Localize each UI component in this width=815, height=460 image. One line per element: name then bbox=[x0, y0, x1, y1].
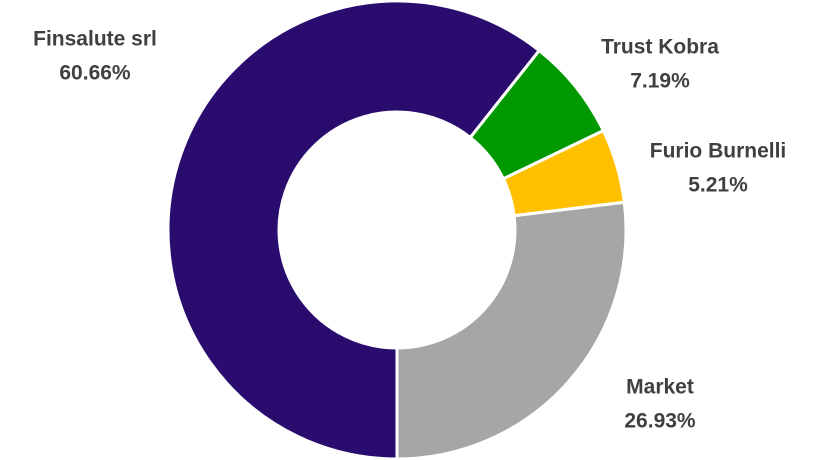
value-label: 7.19% bbox=[630, 70, 690, 93]
category-label: Market bbox=[626, 376, 694, 399]
donut-segment bbox=[166, 0, 542, 460]
category-label: Finsalute srl bbox=[33, 28, 157, 51]
category-label: Trust Kobra bbox=[601, 36, 719, 59]
category-label: Furio Burnelli bbox=[650, 140, 787, 163]
value-label: 26.93% bbox=[624, 410, 696, 433]
donut-segment bbox=[395, 200, 628, 460]
value-label: 60.66% bbox=[59, 62, 131, 85]
value-label: 5.21% bbox=[688, 174, 748, 197]
